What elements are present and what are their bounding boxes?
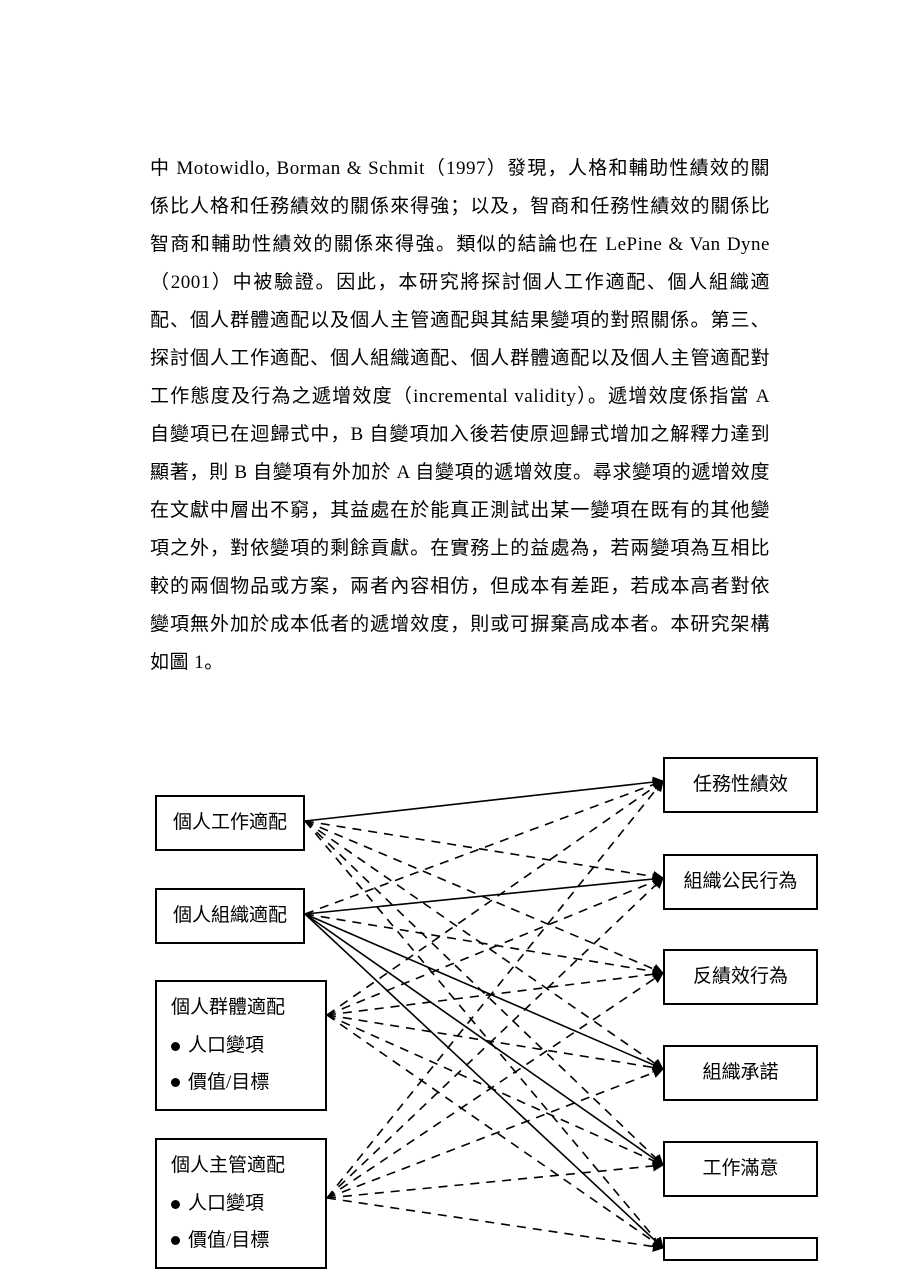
diagram-node-label: 任務性績效 <box>679 769 802 801</box>
diagram-edge <box>327 878 663 1015</box>
diagram-node-label: 個人組織適配 <box>171 900 289 932</box>
diagram-edge <box>305 914 663 1165</box>
diagram-edge <box>305 914 663 1069</box>
diagram-node-subitem-label: 人口變項 <box>188 1188 264 1220</box>
diagram-node-label: 個人群體適配 <box>171 992 311 1024</box>
diagram-edge <box>327 781 663 1015</box>
diagram-node-ocb: 組織公民行為 <box>663 854 818 910</box>
diagram-node-sublist: 人口變項價值/目標 <box>171 1188 311 1257</box>
diagram-edge <box>305 821 663 1069</box>
diagram-node-label: 個人工作適配 <box>171 807 289 839</box>
bullet-icon <box>171 1042 180 1051</box>
diagram-node-js: 工作滿意 <box>663 1141 818 1197</box>
diagram-node-label: 工作滿意 <box>679 1153 802 1185</box>
diagram-edge <box>327 1165 663 1198</box>
diagram-node-ps: 個人主管適配人口變項價值/目標 <box>155 1138 327 1269</box>
diagram-edge <box>327 1015 663 1248</box>
diagram-node-subitem: 人口變項 <box>171 1188 311 1220</box>
diagram-edge <box>305 821 663 973</box>
diagram-node-subitem-label: 價值/目標 <box>188 1225 269 1257</box>
diagram-edge <box>327 1198 663 1248</box>
diagram-edge <box>305 781 663 914</box>
diagram-edge <box>327 781 663 1198</box>
diagram-node-subitem-label: 人口變項 <box>188 1030 264 1062</box>
diagram-edge <box>305 914 663 973</box>
body-paragraph: 中 Motowidlo, Borman & Schmit（1997）發現，人格和… <box>150 150 770 682</box>
bullet-icon <box>171 1078 180 1087</box>
bullet-icon <box>171 1200 180 1209</box>
diagram-node-sublist: 人口變項價值/目標 <box>171 1030 311 1099</box>
diagram-edge <box>327 973 663 1015</box>
diagram-node-label: 反績效行為 <box>679 961 802 993</box>
diagram-edge <box>327 973 663 1198</box>
diagram-edge <box>327 1015 663 1165</box>
bullet-icon <box>171 1236 180 1245</box>
diagram-node-subitem: 價值/目標 <box>171 1067 311 1099</box>
diagram-edge <box>305 821 663 1248</box>
diagram-node-ti <box>663 1237 818 1261</box>
diagram-edge <box>327 1069 663 1198</box>
diagram-edge <box>305 914 663 1248</box>
diagram-node-pj: 個人工作適配 <box>155 795 305 851</box>
diagram-edge <box>305 821 663 878</box>
diagram-node-subitem: 人口變項 <box>171 1030 311 1062</box>
diagram-node-po: 個人組織適配 <box>155 888 305 944</box>
diagram-node-label: 組織公民行為 <box>679 866 802 898</box>
diagram-node-label: 組織承諾 <box>679 1057 802 1089</box>
diagram-edge <box>305 878 663 914</box>
diagram-node-subitem: 價值/目標 <box>171 1225 311 1257</box>
diagram-edge <box>305 821 663 1165</box>
diagram-node-label: 個人主管適配 <box>171 1150 311 1182</box>
diagram-node-oc: 組織承諾 <box>663 1045 818 1101</box>
diagram-node-task: 任務性績效 <box>663 757 818 813</box>
diagram-edge <box>327 1015 663 1069</box>
diagram-node-cwb: 反績效行為 <box>663 949 818 1005</box>
diagram-edge <box>305 781 663 821</box>
diagram-node-pg: 個人群體適配人口變項價值/目標 <box>155 980 327 1111</box>
diagram-node-subitem-label: 價值/目標 <box>188 1067 269 1099</box>
page: 中 Motowidlo, Borman & Schmit（1997）發現，人格和… <box>0 0 920 1259</box>
diagram-edge <box>327 878 663 1198</box>
